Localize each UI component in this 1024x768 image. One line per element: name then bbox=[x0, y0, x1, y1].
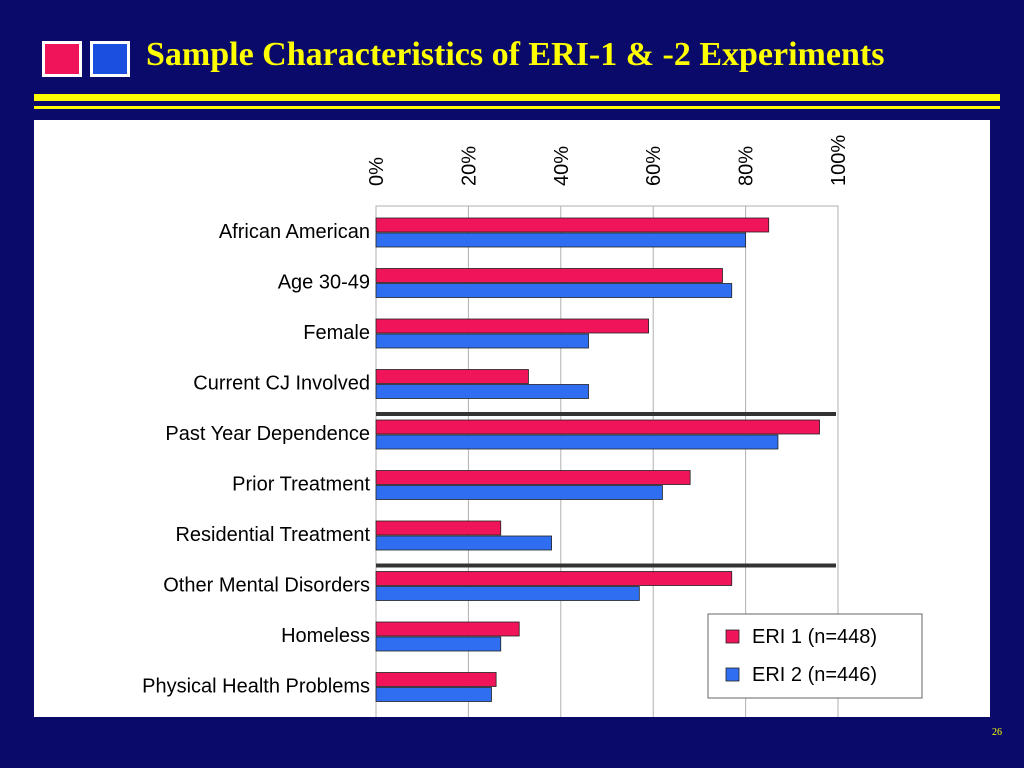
bar bbox=[375, 283, 733, 298]
category-label: Other Mental Disorders bbox=[163, 575, 370, 597]
legend-swatch bbox=[725, 667, 740, 682]
logo-blue-square bbox=[90, 41, 130, 77]
category-label: Physical Health Problems bbox=[142, 676, 370, 698]
bar bbox=[375, 369, 529, 384]
bar bbox=[375, 535, 552, 551]
x-tick-label: 60% bbox=[643, 146, 665, 186]
category-label: Current CJ Involved bbox=[193, 373, 370, 395]
chart-panel: 0% 20% 40% 60% 80% 100% African American Age 30… bbox=[34, 120, 990, 720]
bar bbox=[375, 485, 663, 500]
bar bbox=[375, 333, 589, 349]
bar bbox=[375, 672, 497, 687]
bar bbox=[375, 586, 640, 601]
bar bbox=[375, 318, 649, 334]
title-rule-thick bbox=[34, 94, 1000, 101]
category-label: Past Year Dependence bbox=[165, 423, 370, 445]
category-label: Female bbox=[303, 322, 370, 344]
legend-label: ERI 2 (n=446) bbox=[752, 664, 877, 686]
bar bbox=[375, 687, 492, 702]
bar bbox=[375, 636, 502, 652]
bar bbox=[375, 268, 723, 283]
category-label: Residential Treatment bbox=[175, 524, 370, 546]
x-tick-label: 0% bbox=[366, 157, 388, 186]
bar bbox=[375, 470, 691, 485]
legend-box bbox=[707, 613, 923, 699]
bar bbox=[375, 419, 820, 435]
x-tick-label: 40% bbox=[551, 146, 573, 186]
bar bbox=[375, 384, 589, 399]
x-tick-label: 20% bbox=[458, 146, 480, 186]
bar bbox=[375, 217, 770, 233]
legend-swatch bbox=[725, 629, 740, 644]
category-label: African American bbox=[219, 221, 370, 243]
bar bbox=[375, 434, 779, 450]
title-rule-thin bbox=[34, 106, 1000, 109]
x-tick-label: 100% bbox=[828, 135, 850, 186]
bar-chart: 0% 20% 40% 60% 80% 100% African American Age 30… bbox=[142, 135, 923, 720]
x-tick-label: 80% bbox=[736, 146, 758, 186]
bar bbox=[375, 232, 747, 248]
logo-pink-square bbox=[42, 41, 82, 77]
slide-title: Sample Characteristics of ERI-1 & -2 Exp… bbox=[146, 36, 885, 73]
bar bbox=[375, 621, 520, 637]
category-label: Age 30-49 bbox=[278, 272, 370, 294]
slide-number: 26 bbox=[992, 727, 1002, 738]
bar bbox=[375, 571, 733, 586]
category-label: Prior Treatment bbox=[232, 474, 370, 496]
legend-label: ERI 1 (n=448) bbox=[752, 626, 877, 648]
bar bbox=[375, 520, 502, 536]
category-label: Homeless bbox=[281, 625, 370, 647]
